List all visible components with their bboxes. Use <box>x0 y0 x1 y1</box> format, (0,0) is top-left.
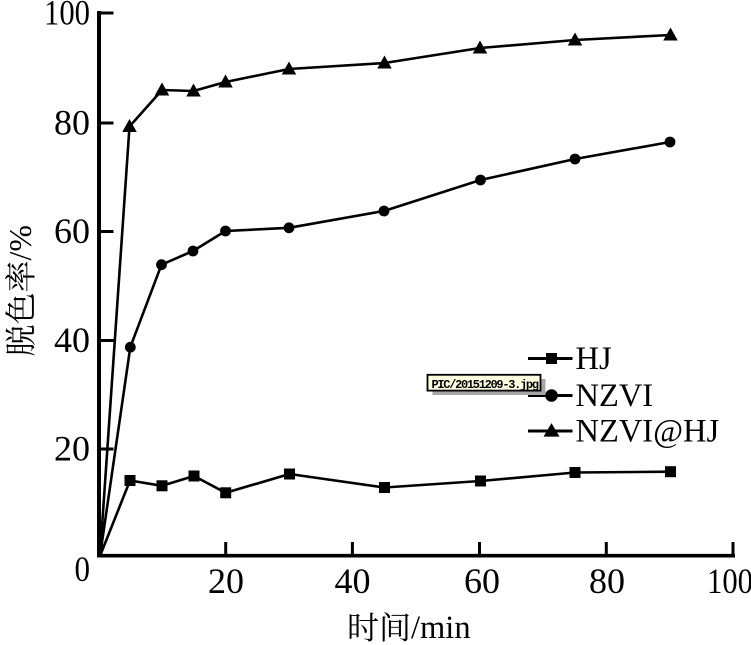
svg-text:0: 0 <box>75 549 91 589</box>
svg-text:100: 100 <box>44 0 90 33</box>
svg-text:NZVI@HJ: NZVI@HJ <box>576 414 720 450</box>
svg-text:HJ: HJ <box>576 341 612 377</box>
svg-text:/%: /% <box>2 225 38 261</box>
svg-text:100: 100 <box>707 561 751 601</box>
svg-text:40: 40 <box>335 561 371 601</box>
svg-text:60: 60 <box>464 561 500 601</box>
svg-text:/min: /min <box>411 610 471 645</box>
svg-text:40: 40 <box>54 320 90 360</box>
svg-text:PIC/20151209-3.jpg: PIC/20151209-3.jpg <box>432 378 539 392</box>
svg-text:NZVI: NZVI <box>576 378 654 414</box>
svg-text:80: 80 <box>54 103 90 143</box>
svg-text:60: 60 <box>54 211 90 251</box>
svg-text:20: 20 <box>208 561 244 601</box>
svg-text:80: 80 <box>589 561 625 601</box>
svg-text:20: 20 <box>54 429 90 469</box>
